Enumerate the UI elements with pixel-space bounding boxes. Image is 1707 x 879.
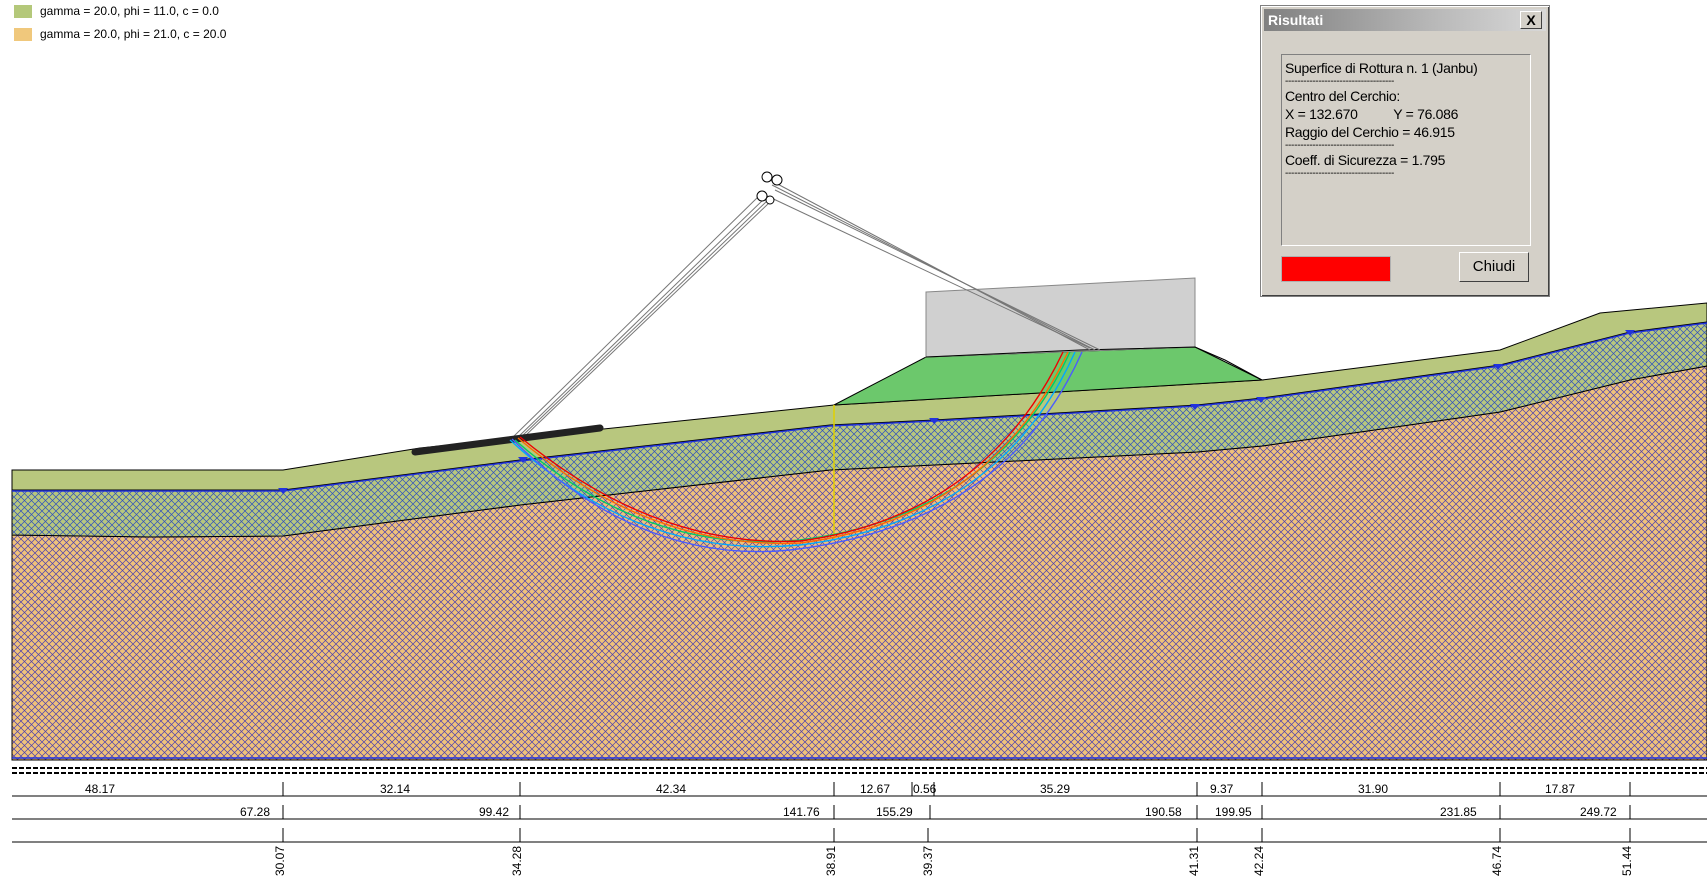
soil-legend: gamma = 20.0, phi = 11.0, c = 0.0 gamma … xyxy=(14,0,226,46)
dimension-ticks xyxy=(282,782,1631,842)
dim-row3-label: 30.07 xyxy=(273,846,287,876)
legend-label: gamma = 20.0, phi = 11.0, c = 0.0 xyxy=(40,4,219,18)
dim-row3-label: 39.37 xyxy=(921,846,935,876)
dialog-titlebar[interactable]: Risultati X xyxy=(1264,9,1546,31)
result-line: ------------------------------------ xyxy=(1285,140,1395,151)
dim-row3-label: 34.28 xyxy=(510,846,524,876)
dim-row3-label: 38.91 xyxy=(824,846,838,876)
dim-row3-label: 41.31 xyxy=(1187,846,1201,876)
legend-swatch xyxy=(14,5,32,18)
dim-row2-label: 199.95 xyxy=(1215,805,1252,819)
results-panel: Superfice di Rottura n. 1 (Janbu) ------… xyxy=(1281,54,1531,246)
dim-row2-label: 190.58 xyxy=(1145,805,1182,819)
water-table-line xyxy=(12,322,1707,492)
dim-row3-label: 46.74 xyxy=(1490,846,1504,876)
dim-row1-label: 35.29 xyxy=(1040,782,1070,796)
result-line: X = 132.670 Y = 76.086 xyxy=(1285,106,1459,122)
legend-item: gamma = 20.0, phi = 21.0, c = 20.0 xyxy=(14,23,226,46)
result-line: Coeff. di Sicurezza = 1.795 xyxy=(1285,152,1446,168)
dim-row1-label: 0.56 xyxy=(913,782,937,796)
result-line: ------------------------------------ xyxy=(1285,76,1395,87)
anchor-nodes xyxy=(756,171,783,205)
results-dialog: Risultati X Superfice di Rottura n. 1 (J… xyxy=(1260,5,1550,297)
legend-swatch xyxy=(14,28,32,41)
close-icon[interactable]: X xyxy=(1520,11,1542,29)
dim-row2-label: 231.85 xyxy=(1440,805,1477,819)
close-button[interactable]: Chiudi xyxy=(1459,252,1529,282)
legend-label: gamma = 20.0, phi = 21.0, c = 20.0 xyxy=(40,27,227,41)
dim-row1-label: 42.34 xyxy=(656,782,686,796)
result-line: ------------------------------------ xyxy=(1285,168,1395,179)
dimension-lines xyxy=(12,767,1707,843)
result-line: Superfice di Rottura n. 1 (Janbu) xyxy=(1285,60,1478,76)
dim-row1-label: 9.37 xyxy=(1210,782,1234,796)
dialog-title: Risultati xyxy=(1268,12,1324,28)
dim-row2-label: 99.42 xyxy=(479,805,509,819)
anchor-heads xyxy=(411,424,604,456)
failure-surfaces xyxy=(509,351,1083,553)
surface-color-swatch[interactable] xyxy=(1281,256,1391,282)
water-markers xyxy=(278,330,1635,494)
dim-row1-label: 32.14 xyxy=(380,782,410,796)
anchor-cables xyxy=(509,179,1101,441)
dim-row2-label: 155.29 xyxy=(876,805,913,819)
dim-row1-label: 12.67 xyxy=(860,782,890,796)
dim-row2-label: 249.72 xyxy=(1580,805,1617,819)
result-line: Raggio del Cerchio = 46.915 xyxy=(1285,124,1455,140)
legend-item: gamma = 20.0, phi = 11.0, c = 0.0 xyxy=(14,0,226,23)
dim-row1-label: 48.17 xyxy=(85,782,115,796)
dim-row1-label: 31.90 xyxy=(1358,782,1388,796)
result-line: Centro del Cerchio: xyxy=(1285,88,1400,104)
dim-row2-label: 67.28 xyxy=(240,805,270,819)
dim-row3-label: 51.44 xyxy=(1620,846,1634,876)
dim-row2-label: 141.76 xyxy=(783,805,820,819)
dim-row3-label: 42.24 xyxy=(1252,846,1266,876)
dim-row1-label: 17.87 xyxy=(1545,782,1575,796)
